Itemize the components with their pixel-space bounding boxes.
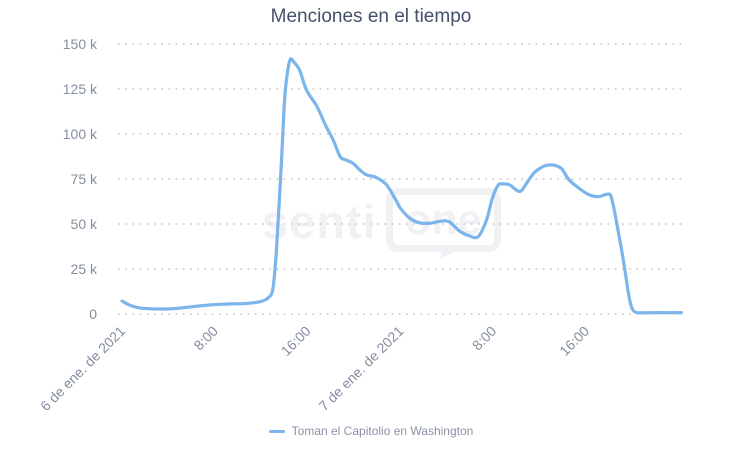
y-axis-label: 0: [89, 306, 97, 322]
x-axis-label: 7 de ene. de 2021: [315, 323, 406, 414]
x-axis-label: 8:00: [190, 323, 221, 354]
legend-label: Toman el Capitolio en Washington: [291, 424, 474, 438]
y-axis-label: 100 k: [63, 126, 98, 142]
y-axis-label: 75 k: [71, 171, 98, 187]
x-axis-label: 16:00: [278, 323, 314, 359]
legend: Toman el Capitolio en Washington: [0, 424, 742, 438]
y-axis-label: 50 k: [71, 216, 98, 232]
watermark-senti-text: senti: [262, 194, 377, 248]
y-axis-label: 25 k: [71, 261, 98, 277]
sentione-watermark: senti one: [262, 188, 501, 259]
legend-item-capitolio[interactable]: Toman el Capitolio en Washington: [268, 424, 474, 438]
legend-line-marker: [268, 429, 285, 433]
series-line-capitolio[interactable]: [120, 57, 683, 315]
y-axis-label: 150 k: [63, 36, 98, 52]
x-axis-label: 6 de ene. de 2021: [37, 323, 128, 414]
watermark-speech-bubble-icon: one: [385, 188, 501, 259]
x-axis-label: 16:00: [556, 323, 592, 359]
chart-title: Menciones en el tiempo: [270, 6, 472, 27]
y-axis-label: 125 k: [63, 81, 98, 97]
x-axis-label: 8:00: [469, 323, 500, 354]
